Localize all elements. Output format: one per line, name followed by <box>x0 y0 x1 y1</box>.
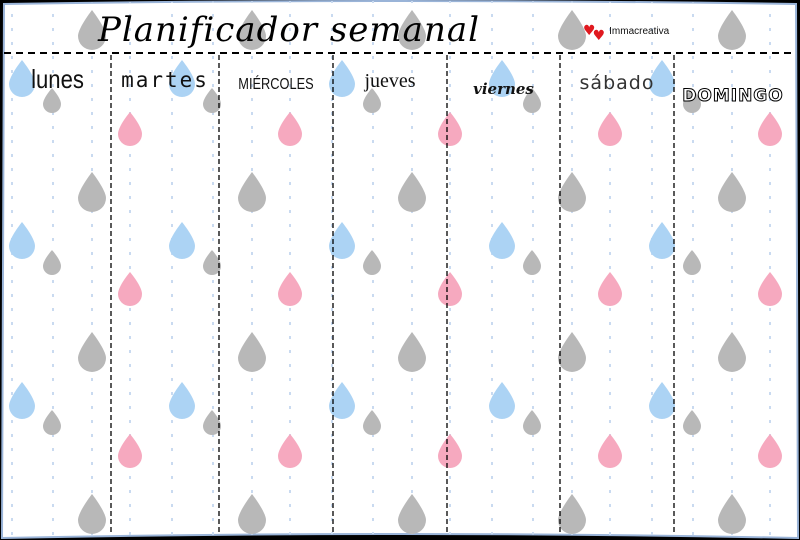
planner-title: Planificador semanal <box>98 10 480 50</box>
day-header-tuesday: martes <box>121 68 209 92</box>
brand-name: Immacreativa <box>609 25 670 37</box>
day-header-friday: viernes <box>473 80 534 98</box>
day-header-saturday: sábado <box>579 72 655 94</box>
hearts-icon: ♥♥ <box>583 23 606 44</box>
day-header-monday: lunes <box>31 64 84 94</box>
day-header-wednesday: miércoles <box>238 76 314 93</box>
day-header-sunday: domingo <box>682 86 784 107</box>
brand-logo: ♥♥ Immacreativa <box>583 23 670 44</box>
day-header-thursday: jueves <box>364 70 416 92</box>
